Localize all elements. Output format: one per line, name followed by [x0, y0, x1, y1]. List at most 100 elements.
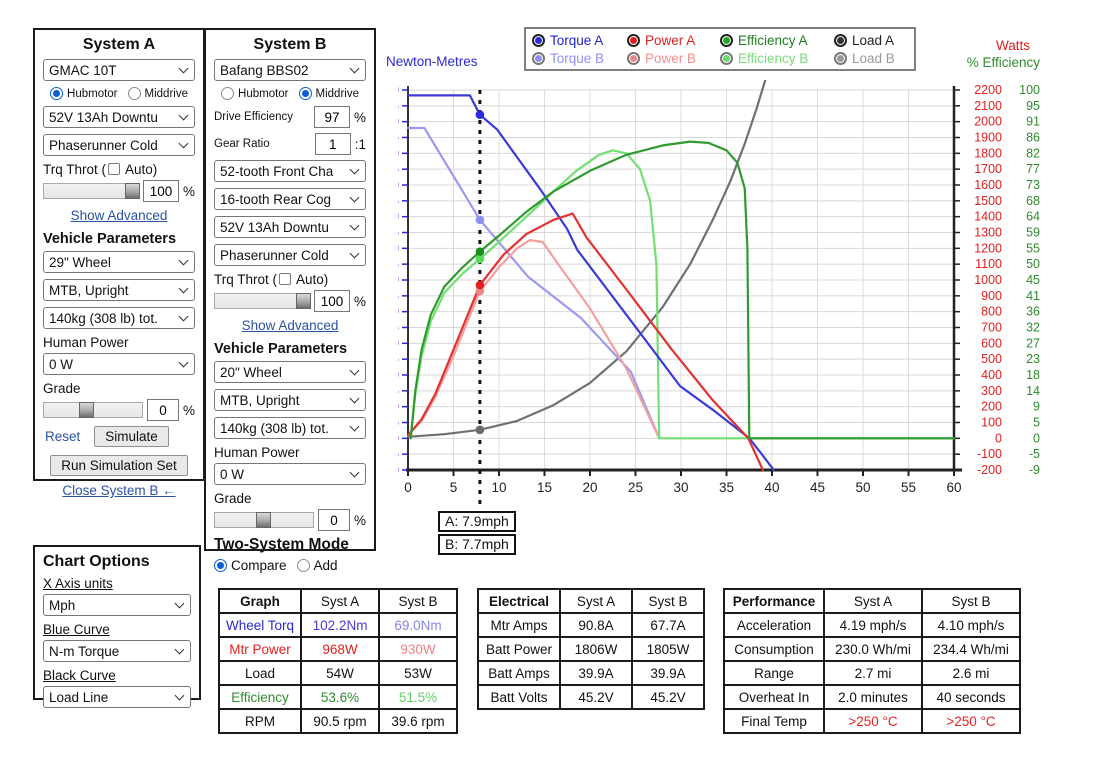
- legend-item[interactable]: Load B: [834, 51, 908, 66]
- table-header-cell: Syst A: [300, 588, 381, 614]
- close-system-b-link[interactable]: Close System B ←: [62, 483, 176, 498]
- weight-select-a[interactable]: 140kg (308 lb) tot.: [43, 307, 195, 329]
- middrive-radio-a[interactable]: [127, 87, 141, 100]
- legend-item[interactable]: Efficiency B: [720, 51, 834, 66]
- throttle-slider-a[interactable]: [43, 183, 140, 199]
- legend-radio-icon[interactable]: [532, 33, 545, 47]
- position-select-b[interactable]: MTB, Upright: [214, 389, 366, 411]
- grade-slider-b[interactable]: [214, 512, 314, 528]
- chart-options-title: Chart Options: [43, 553, 150, 570]
- position-select-a[interactable]: MTB, Upright: [43, 279, 195, 301]
- legend-radio-icon[interactable]: [627, 51, 640, 65]
- run-simulation-set-button[interactable]: Run Simulation Set: [50, 455, 188, 476]
- throttle-input-b[interactable]: [313, 290, 350, 312]
- drive-efficiency-label: Drive Efficiency: [214, 111, 294, 123]
- blue-curve-select[interactable]: N-m Torque: [43, 640, 191, 662]
- hubmotor-label-b: Hubmotor: [238, 87, 289, 100]
- efficiency-axis-title: % Efficiency: [966, 55, 1040, 70]
- electrical-results-table: Electrical Syst A Syst B Mtr Amps 90.8A 67.7A…: [477, 588, 705, 710]
- hubmotor-radio-b[interactable]: [221, 87, 235, 100]
- marker-power-b: [475, 286, 485, 296]
- legend-radio-icon[interactable]: [720, 51, 733, 65]
- table-row: Load 54W 53W: [217, 660, 459, 686]
- throttle-input-a[interactable]: [142, 180, 179, 202]
- slider-thumb[interactable]: [124, 183, 140, 199]
- show-advanced-link-a[interactable]: Show Advanced: [70, 208, 168, 223]
- chevron-down-icon: [174, 598, 185, 609]
- controller-select-b[interactable]: Phaserunner Cold: [214, 244, 366, 266]
- simulation-chart[interactable]: 1102200100105210095100200091951900869018…: [398, 80, 1058, 520]
- compare-radio[interactable]: [214, 559, 227, 572]
- legend-radio-icon[interactable]: [627, 33, 640, 47]
- auto-throttle-checkbox-b[interactable]: [279, 273, 292, 285]
- table-row: Mtr Power 968W 930W: [217, 636, 459, 662]
- add-radio[interactable]: [296, 559, 310, 572]
- left-axis-tick-label: 10: [398, 400, 399, 414]
- human-power-select-b[interactable]: 0 W: [214, 463, 366, 485]
- series-power-a: [406, 212, 764, 472]
- efficiency-axis-tick-label: 45: [1026, 273, 1040, 287]
- motor-select-b[interactable]: Bafang BBS02: [214, 59, 366, 81]
- weight-select-b[interactable]: 140kg (308 lb) tot.: [214, 417, 366, 439]
- efficiency-axis-tick-label: 36: [1026, 305, 1040, 319]
- grade-input-b[interactable]: [317, 509, 350, 531]
- human-power-label-b: Human Power: [214, 445, 300, 460]
- legend-label: Efficiency A: [738, 32, 808, 48]
- legend-item[interactable]: Power A: [627, 33, 720, 48]
- show-advanced-link-b[interactable]: Show Advanced: [241, 318, 339, 333]
- table-cell: 53W: [378, 660, 459, 686]
- reset-link-a[interactable]: Reset: [45, 429, 81, 444]
- legend-radio-icon[interactable]: [532, 51, 545, 65]
- table-cell: 53.6%: [300, 684, 381, 710]
- gear-ratio-input[interactable]: [314, 133, 351, 155]
- slider-thumb[interactable]: [256, 512, 272, 528]
- auto-throttle-checkbox-a[interactable]: [108, 163, 121, 175]
- legend-radio-icon[interactable]: [720, 33, 733, 47]
- left-axis-tick-label: 0: [398, 431, 399, 445]
- left-axis-tick-label: -10: [398, 463, 399, 477]
- black-curve-select[interactable]: Load Line: [43, 686, 191, 708]
- drive-type-radios-a: Hubmotor Middrive: [43, 87, 195, 100]
- slider-thumb[interactable]: [79, 402, 95, 418]
- drive-efficiency-input[interactable]: [313, 106, 350, 128]
- table-cell: 2.6 mi: [921, 660, 1021, 686]
- human-power-select-a[interactable]: 0 W: [43, 353, 195, 375]
- watts-axis-tick-label: 800: [981, 305, 1002, 319]
- simulate-button-a[interactable]: Simulate: [94, 426, 169, 447]
- slider-thumb[interactable]: [295, 293, 311, 309]
- x-axis-tick-label: 35: [719, 480, 734, 495]
- motor-select-a[interactable]: GMAC 10T: [43, 59, 195, 81]
- legend-item[interactable]: Torque B: [532, 51, 627, 66]
- controller-select-a[interactable]: Phaserunner Cold: [43, 134, 195, 156]
- left-axis-tick-label: 80: [398, 178, 399, 192]
- series-torque-b: [406, 126, 661, 440]
- efficiency-axis-tick-label: 23: [1026, 352, 1040, 366]
- left-axis-tick-label: 25: [398, 352, 399, 366]
- cog-select-b[interactable]: 16-tooth Rear Cog: [214, 188, 366, 210]
- legend-item[interactable]: Efficiency A: [720, 33, 834, 48]
- x-axis-units-label: X Axis units: [43, 576, 113, 591]
- legend-radio-icon[interactable]: [834, 33, 847, 47]
- middrive-radio-b[interactable]: [298, 87, 312, 100]
- legend-item[interactable]: Load A: [834, 33, 908, 48]
- battery-select-b[interactable]: 52V 13Ah Downtu: [214, 216, 366, 238]
- wheel-select-b[interactable]: 20" Wheel: [214, 361, 366, 383]
- x-axis-units-select[interactable]: Mph: [43, 594, 191, 616]
- legend-radio-icon[interactable]: [834, 51, 847, 65]
- grade-input-a[interactable]: [146, 399, 179, 421]
- legend-item[interactable]: Torque A: [532, 33, 627, 48]
- hubmotor-radio-a[interactable]: [50, 87, 64, 100]
- table-cell: >250 °C: [823, 708, 923, 734]
- middrive-label-a: Middrive: [144, 87, 188, 100]
- table-cell: 54W: [300, 660, 381, 686]
- series-efficiency-b: [409, 149, 956, 440]
- table-row: Acceleration 4.19 mph/s 4.10 mph/s: [723, 612, 1021, 638]
- drive-type-radios-b: Hubmotor Middrive: [214, 87, 366, 100]
- throttle-slider-b[interactable]: [214, 293, 311, 309]
- grade-slider-a[interactable]: [43, 402, 143, 418]
- wheel-select-a[interactable]: 29" Wheel: [43, 251, 195, 273]
- battery-select-a[interactable]: 52V 13Ah Downtu: [43, 106, 195, 128]
- chainring-select-b[interactable]: 52-tooth Front Cha: [214, 160, 366, 182]
- legend-item[interactable]: Power B: [627, 51, 720, 66]
- chevron-down-icon: [349, 248, 360, 259]
